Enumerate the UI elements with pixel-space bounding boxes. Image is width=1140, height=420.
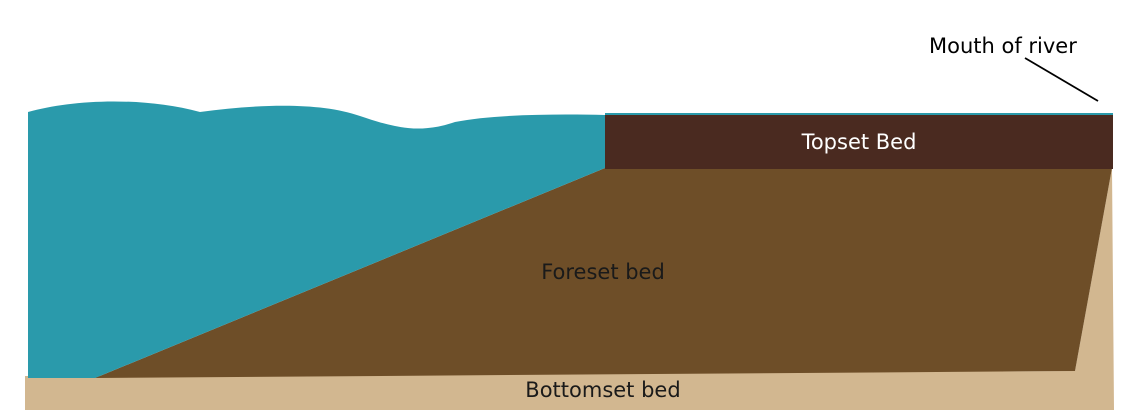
water-body — [28, 101, 605, 378]
bottomset-bed-label: Bottomset bed — [525, 378, 680, 402]
topset-bed-layer — [605, 114, 1113, 169]
foreset-bed-layer — [95, 168, 1112, 378]
bottomset-bed-layer — [25, 168, 1114, 410]
mouth-of-river-pointer — [1024, 57, 1099, 102]
mouth-of-river-label: Mouth of river — [929, 34, 1077, 58]
topset-bed-label: Topset Bed — [801, 130, 917, 154]
foreset-bed-label: Foreset bed — [541, 260, 665, 284]
